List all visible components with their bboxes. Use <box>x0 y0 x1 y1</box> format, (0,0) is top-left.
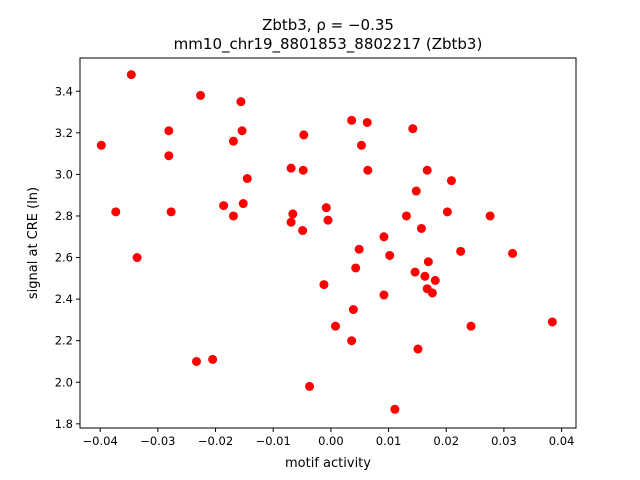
data-point-46 <box>420 271 430 281</box>
plot-frame <box>79 57 577 429</box>
data-point-21 <box>298 165 308 175</box>
data-point-37 <box>379 290 389 300</box>
data-point-58 <box>547 317 557 327</box>
data-point-44 <box>413 344 423 354</box>
data-point-25 <box>321 203 331 213</box>
data-point-41 <box>408 124 418 134</box>
data-point-5 <box>164 151 174 161</box>
data-point-15 <box>238 199 248 209</box>
data-point-43 <box>411 186 421 196</box>
data-point-38 <box>385 250 395 260</box>
data-point-50 <box>427 288 437 298</box>
data-point-39 <box>390 404 400 414</box>
data-point-49 <box>423 257 433 267</box>
data-point-52 <box>442 207 452 217</box>
y-tick-label: 2.0 <box>55 375 73 389</box>
data-point-31 <box>351 263 361 273</box>
data-point-42 <box>410 267 420 277</box>
data-point-18 <box>286 217 296 227</box>
data-point-29 <box>347 336 357 346</box>
x-tick-label: −0.01 <box>256 434 291 448</box>
data-point-11 <box>228 136 238 146</box>
x-tick-label: 0.04 <box>549 434 575 448</box>
data-point-36 <box>379 232 389 242</box>
data-point-19 <box>288 209 298 219</box>
y-tick-label: 2.8 <box>55 209 73 223</box>
data-point-40 <box>401 211 411 221</box>
x-tick-label: −0.04 <box>83 434 118 448</box>
data-point-12 <box>228 211 238 221</box>
data-point-23 <box>305 381 315 391</box>
x-tick-label: −0.02 <box>198 434 233 448</box>
data-points <box>96 70 557 414</box>
data-point-10 <box>219 201 229 211</box>
data-point-8 <box>196 90 206 100</box>
data-point-14 <box>237 126 247 136</box>
data-point-20 <box>299 130 309 140</box>
data-point-56 <box>485 211 495 221</box>
y-tick-label: 3.2 <box>55 126 73 140</box>
data-point-1 <box>111 207 121 217</box>
data-point-45 <box>416 223 426 233</box>
chart-title-line1: Zbtb3, ρ = −0.35 <box>262 16 394 34</box>
y-axis-label: signal at CRE (ln) <box>26 187 41 299</box>
y-axis-ticks: 1.8 2.0 2.2 2.4 2.6 2.8 3.0 3.2 3.4 <box>55 84 80 431</box>
x-tick-label: 0.00 <box>318 434 344 448</box>
x-tick-label: 0.03 <box>491 434 517 448</box>
data-point-54 <box>456 246 466 256</box>
data-point-2 <box>126 70 136 80</box>
data-point-22 <box>298 226 308 236</box>
data-point-13 <box>236 97 246 107</box>
data-point-9 <box>208 354 218 364</box>
x-axis-ticks: −0.04 −0.03 −0.02 −0.01 0.00 0.01 0.02 0.03 0.04 <box>83 428 575 448</box>
y-tick-label: 2.4 <box>55 292 73 306</box>
y-tick-label: 1.8 <box>55 417 73 431</box>
y-tick-label: 2.2 <box>55 334 73 348</box>
y-tick-label: 3.4 <box>55 84 73 98</box>
data-point-32 <box>354 244 364 254</box>
data-point-33 <box>356 140 366 150</box>
data-point-4 <box>164 126 174 136</box>
data-point-47 <box>422 165 432 175</box>
x-axis-label: motif activity <box>285 456 371 471</box>
data-point-51 <box>430 275 440 285</box>
data-point-30 <box>348 305 358 315</box>
data-point-57 <box>508 248 518 258</box>
data-point-53 <box>446 176 456 186</box>
data-point-24 <box>319 280 329 290</box>
chart-title-line2: mm10_chr19_8801853_8802217 (Zbtb3) <box>174 35 483 54</box>
data-point-28 <box>347 115 357 125</box>
data-point-55 <box>466 321 476 331</box>
data-point-26 <box>323 215 333 225</box>
data-point-3 <box>132 253 142 263</box>
data-point-16 <box>242 174 252 184</box>
y-tick-label: 2.6 <box>55 251 73 265</box>
data-point-27 <box>330 321 340 331</box>
data-point-35 <box>363 165 373 175</box>
data-point-34 <box>362 117 372 127</box>
x-tick-label: 0.01 <box>376 434 402 448</box>
data-point-0 <box>96 140 106 150</box>
x-tick-label: 0.02 <box>433 434 459 448</box>
y-tick-label: 3.0 <box>55 167 73 181</box>
x-tick-label: −0.03 <box>140 434 175 448</box>
data-point-17 <box>286 163 296 173</box>
data-point-7 <box>192 356 202 366</box>
data-point-6 <box>166 207 176 217</box>
